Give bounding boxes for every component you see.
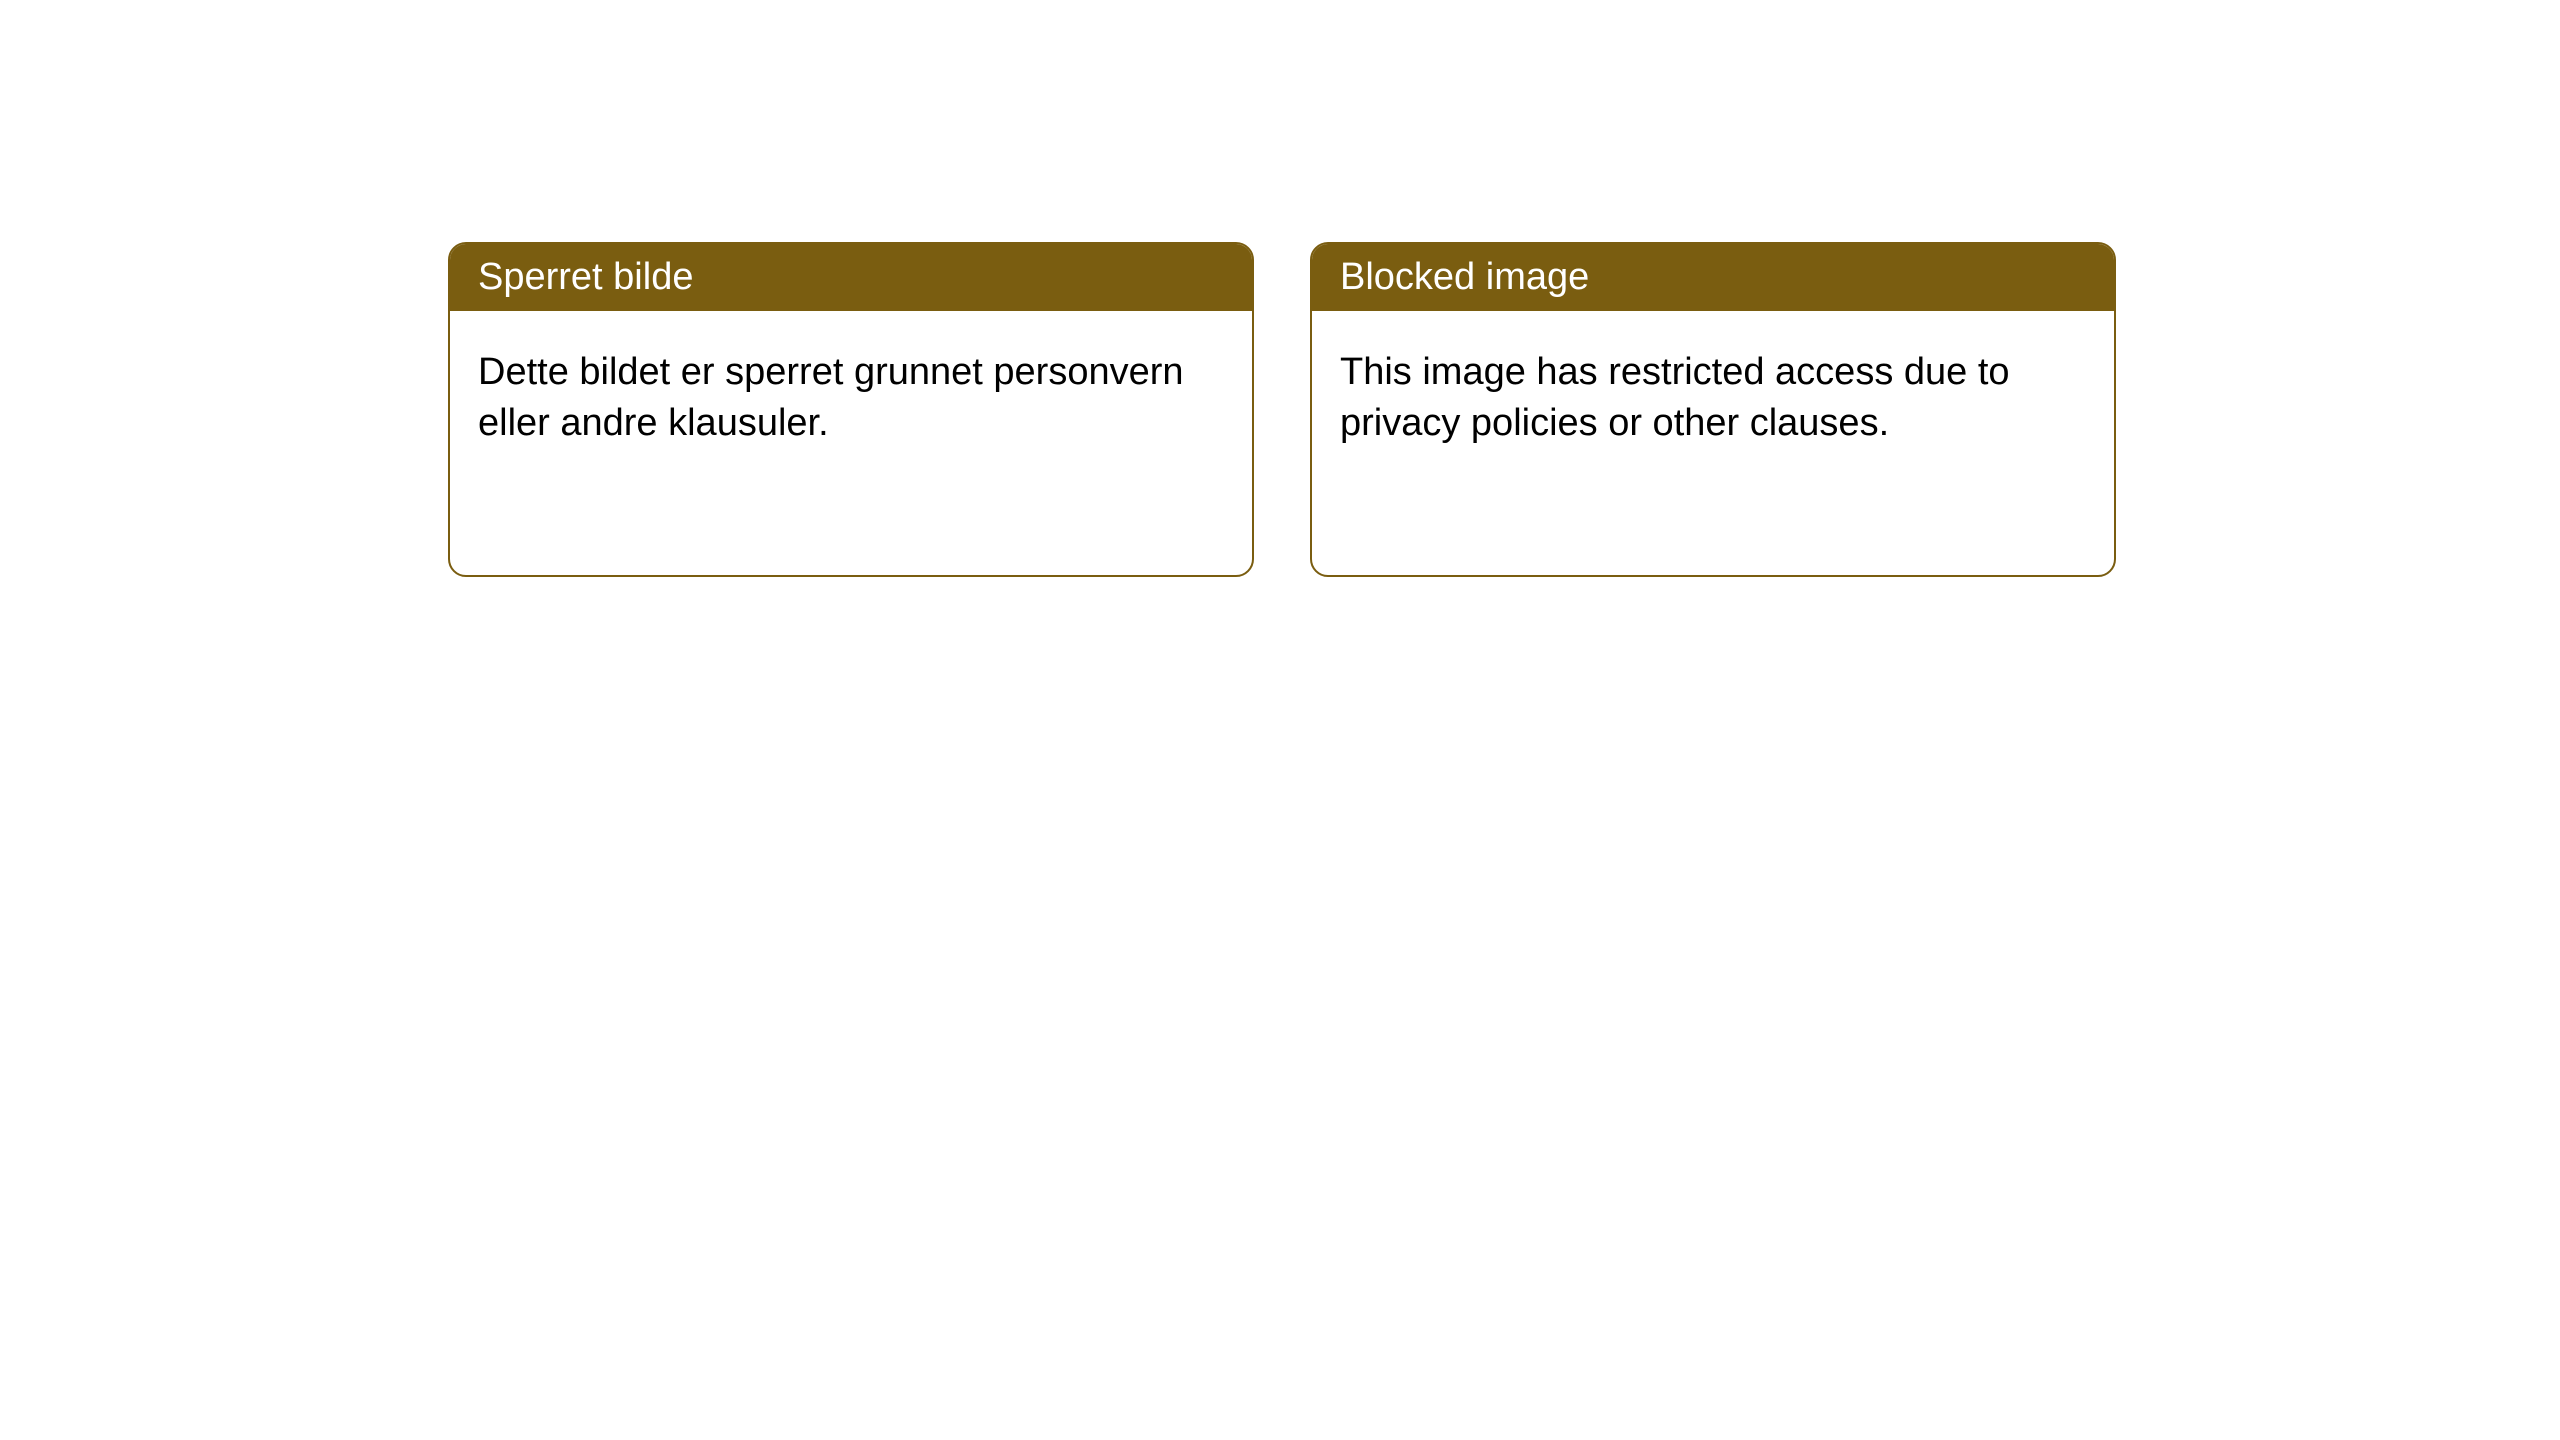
blocked-image-card-english: Blocked image This image has restricted …: [1310, 242, 2116, 577]
card-body-norwegian: Dette bildet er sperret grunnet personve…: [450, 311, 1252, 486]
card-body-english: This image has restricted access due to …: [1312, 311, 2114, 486]
blocked-image-card-norwegian: Sperret bilde Dette bildet er sperret gr…: [448, 242, 1254, 577]
card-header-norwegian: Sperret bilde: [450, 244, 1252, 311]
card-header-english: Blocked image: [1312, 244, 2114, 311]
card-container: Sperret bilde Dette bildet er sperret gr…: [0, 0, 2560, 577]
